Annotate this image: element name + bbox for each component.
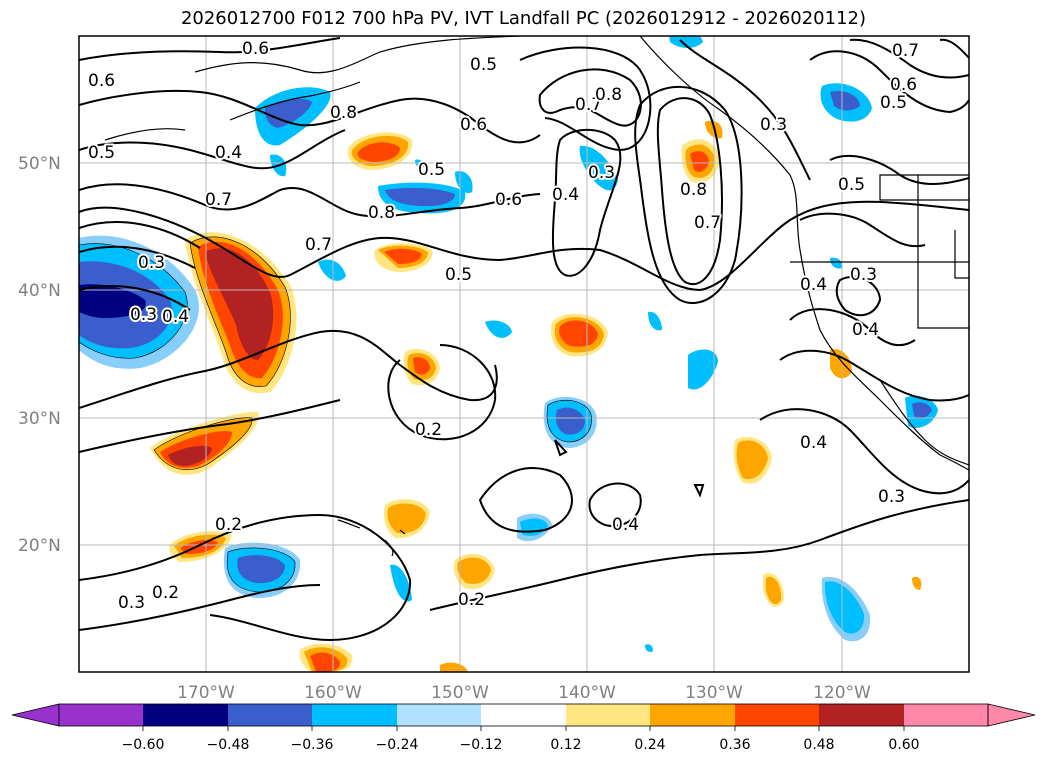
contour-label: 0.8 [595, 85, 622, 105]
lon-label: 130°W [685, 683, 743, 703]
contour-label: 0.7 [305, 235, 332, 255]
negative-anomaly-east [648, 83, 938, 642]
colorbar-extend-high [987, 703, 1036, 727]
anomaly-outlines [79, 236, 592, 593]
colorbar-frame [58, 703, 989, 727]
coastlines [104, 36, 969, 557]
contour-label: 0.6 [242, 39, 269, 59]
figure-title: 2026012700 F012 700 hPa PV, IVT Landfall… [180, 8, 867, 29]
colorbar-tick-label: 0.36 [719, 737, 750, 753]
contour-label: 0.5 [470, 55, 497, 75]
longitude-labels: 170°W 160°W 150°W 140°W 130°W 120°W [177, 683, 871, 703]
positive-anomaly-north [347, 120, 723, 272]
contour-label: 0.3 [118, 593, 145, 613]
contour-label: 0.3 [130, 305, 157, 325]
latitude-labels: 50°N 40°N 30°N 20°N [18, 154, 61, 556]
contour-label: 0.2 [215, 515, 242, 535]
contour-label: 0.3 [760, 115, 787, 135]
contour-label: 0.5 [445, 265, 472, 285]
lat-label: 50°N [18, 154, 61, 174]
colorbar-segment [59, 704, 143, 726]
contour-label: 0.4 [552, 185, 579, 205]
contour-label: 0.7 [694, 213, 721, 233]
contour-label: 0.4 [215, 143, 242, 163]
contour-label: 0.4 [162, 307, 189, 327]
colorbar-segment [650, 704, 735, 726]
contour-label: 0.5 [418, 160, 445, 180]
contour-label: 0.5 [838, 175, 865, 195]
colorbar-segment [819, 704, 904, 726]
colorbar-tick-label: 0.48 [803, 737, 834, 753]
lon-label: 170°W [177, 683, 235, 703]
contour-label: 0.7 [575, 95, 602, 115]
lon-label: 120°W [813, 683, 871, 703]
contour-label: 0.6 [460, 115, 487, 135]
colorbar-tick-label: 0.60 [888, 737, 919, 753]
lon-label: 150°W [431, 683, 489, 703]
positive-anomaly-south [299, 499, 922, 672]
colorbar-tick-label: −0.36 [291, 737, 334, 753]
contour-label: 0.4 [800, 275, 827, 295]
contour-label: 0.8 [368, 203, 395, 223]
negative-anomaly-alaska [255, 87, 331, 177]
colorbar-segment [228, 704, 312, 726]
colorbar-segment [735, 704, 819, 726]
negative-anomaly-south [223, 542, 653, 652]
colorbar-tick-label: −0.48 [207, 737, 250, 753]
lon-label: 160°W [304, 683, 362, 703]
lon-label: 140°W [558, 683, 616, 703]
contour-label-layer: 0.6 0.6 0.5 0.5 0.4 0.7 0.8 0.7 0.6 0.5 … [86, 37, 921, 615]
colorbar-segment [481, 704, 566, 726]
lat-label: 20°N [18, 536, 61, 556]
colorbar-segment [143, 704, 228, 726]
colorbar-tick-label: −0.60 [122, 737, 165, 753]
negative-anomaly-west [79, 235, 199, 369]
contour-label: 0.2 [415, 420, 442, 440]
lat-label: 40°N [18, 281, 61, 301]
colorbar-tick-label: −0.12 [460, 737, 503, 753]
contour-label: 0.8 [680, 180, 707, 200]
pv-contours [79, 37, 969, 642]
contour-label: 0.2 [152, 583, 179, 603]
contour-label: 0.8 [330, 103, 357, 123]
negative-anomaly-gulf [378, 36, 703, 214]
colorbar-segment [904, 704, 988, 726]
colorbar-tick-label: −0.24 [376, 737, 419, 753]
contour-label: 0.5 [880, 93, 907, 113]
contour-label: 0.3 [138, 253, 165, 273]
positive-anomaly-sw [150, 411, 259, 562]
colorbar-tick-label: 0.24 [634, 737, 665, 753]
contour-label: 0.3 [878, 487, 905, 507]
graticule [79, 36, 969, 672]
colorbar-segment [397, 704, 481, 726]
contour-label: 0.3 [850, 265, 877, 285]
contour-label: 0.3 [588, 163, 615, 183]
contour-label: 0.4 [800, 433, 827, 453]
colorbar-segment [312, 704, 397, 726]
contour-label: 0.5 [88, 143, 115, 163]
contour-label: 0.4 [612, 515, 639, 535]
colorbar-extend-low [11, 703, 60, 727]
lat-label: 30°N [18, 409, 61, 429]
contour-label: 0.6 [88, 71, 115, 91]
colorbar-segment [566, 704, 650, 726]
contour-label: 0.7 [892, 41, 919, 61]
contour-label: 0.6 [495, 190, 522, 210]
map-frame [78, 35, 970, 673]
contour-label: 0.2 [458, 590, 485, 610]
shading-layer [79, 36, 938, 672]
colorbar: −0.60 −0.48 −0.36 −0.24 −0.12 0.12 0.24 … [11, 703, 1036, 753]
positive-anomaly-center [403, 313, 852, 484]
contour-label: 0.6 [890, 75, 917, 95]
colorbar-tick-label: 0.12 [550, 737, 581, 753]
negative-anomaly-center [318, 259, 597, 542]
contour-label: 0.7 [205, 190, 232, 210]
contour-label: 0.4 [852, 320, 879, 340]
